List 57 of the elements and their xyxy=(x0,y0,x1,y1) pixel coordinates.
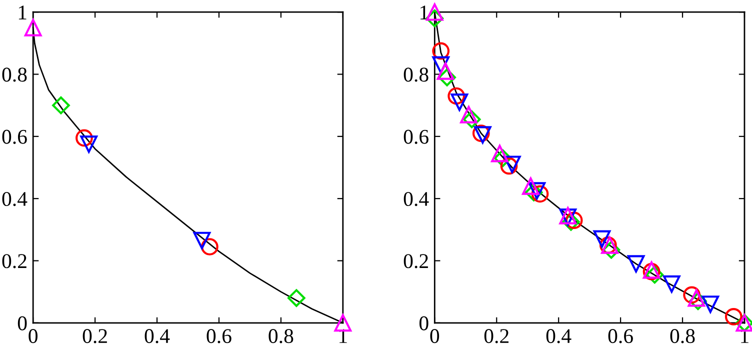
point xyxy=(426,3,444,21)
point xyxy=(448,87,466,105)
point xyxy=(460,106,478,124)
point xyxy=(500,157,518,175)
x-tick-label: 0.6 xyxy=(608,329,633,344)
x-tick-label: 0.2 xyxy=(484,329,508,344)
point xyxy=(432,56,450,74)
y-tick-label: 0.6 xyxy=(2,130,27,144)
point xyxy=(702,296,720,313)
point xyxy=(724,308,742,326)
point xyxy=(688,289,706,307)
x-tick-label: 0 xyxy=(430,329,440,344)
x-tick-label: 0.4 xyxy=(144,329,170,344)
x-tick-label: 0.4 xyxy=(546,329,572,344)
point xyxy=(531,185,549,203)
point xyxy=(24,18,42,36)
point xyxy=(593,230,611,248)
point xyxy=(562,212,580,231)
y-tick-label: 0 xyxy=(18,316,27,330)
point xyxy=(491,144,508,162)
point xyxy=(524,183,543,202)
point xyxy=(646,266,664,284)
point xyxy=(288,289,306,307)
y-tick-label: 0.6 xyxy=(404,130,428,144)
point xyxy=(76,129,93,147)
point xyxy=(436,62,454,80)
y-tick-label: 1 xyxy=(18,6,26,20)
point xyxy=(528,182,546,200)
point xyxy=(193,232,211,250)
y-tick-label: 0.2 xyxy=(2,254,26,268)
point xyxy=(503,156,521,174)
y-tick-label: 0.8 xyxy=(404,68,428,82)
point xyxy=(683,286,700,304)
point xyxy=(438,68,456,86)
point xyxy=(426,9,444,28)
point xyxy=(627,255,645,273)
point xyxy=(450,94,468,111)
x-tick-label: 0.2 xyxy=(82,329,107,344)
x-tick-label: 0 xyxy=(28,329,38,344)
y-tick-label: 0.4 xyxy=(2,192,28,206)
y-tick-label: 0.8 xyxy=(2,68,27,82)
x-tick-label: 0.6 xyxy=(206,329,232,344)
y-tick-label: 0.4 xyxy=(404,192,429,206)
point xyxy=(432,42,450,60)
y-tick-label: 0.2 xyxy=(404,254,428,268)
point xyxy=(494,149,512,168)
point xyxy=(80,136,98,153)
point xyxy=(201,238,218,256)
point xyxy=(602,240,620,259)
point xyxy=(565,212,583,230)
point xyxy=(462,110,481,128)
point xyxy=(522,177,540,195)
x-tick-label: 0.8 xyxy=(670,329,695,344)
y-tick-label: 0 xyxy=(419,316,428,330)
point xyxy=(662,275,680,293)
x-tick-label: 0.8 xyxy=(268,329,294,344)
point xyxy=(52,96,70,114)
